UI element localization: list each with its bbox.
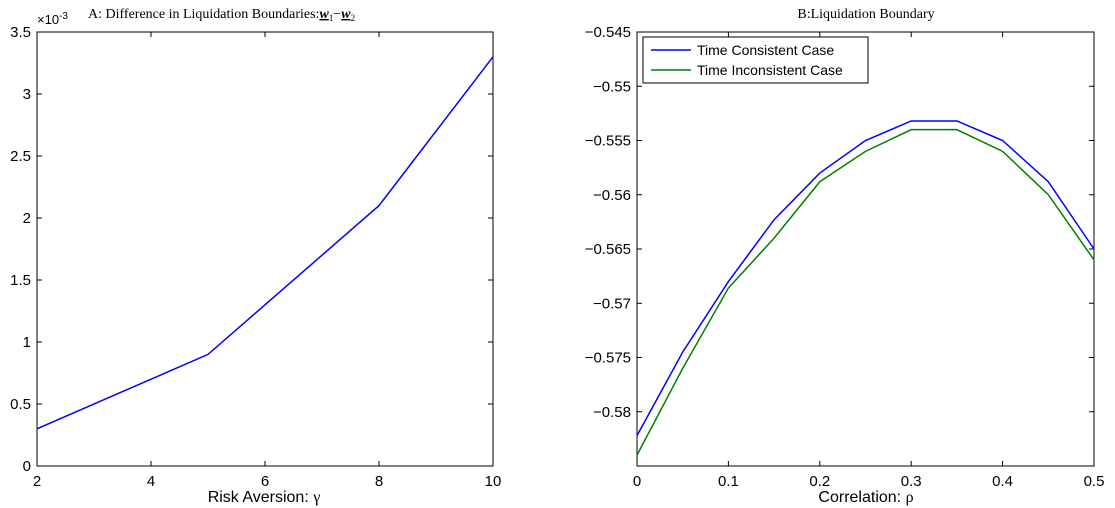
panel-a: A: Difference in Liquidation Boundaries:… bbox=[10, 7, 501, 506]
y-tick-label: −0.57 bbox=[593, 295, 631, 312]
x-tick-label: 10 bbox=[485, 473, 502, 490]
panel-a-title-minus: − bbox=[333, 7, 341, 22]
panel-a-exponent-power: -3 bbox=[59, 11, 68, 22]
panel-b-title: B:Liquidation Boundary bbox=[797, 7, 934, 22]
x-tick-label: 0.1 bbox=[718, 473, 739, 490]
y-tick-label: 0.5 bbox=[10, 396, 31, 413]
panel-a-axes-frame bbox=[37, 32, 493, 466]
panel-b-axes-frame bbox=[637, 32, 1094, 466]
legend-label-time-inconsistent: Time Inconsistent Case bbox=[697, 62, 843, 78]
x-tick-label: 0.4 bbox=[992, 473, 1013, 490]
series-line-1 bbox=[37, 57, 493, 429]
x-tick-label: 0 bbox=[633, 473, 641, 490]
panel-a-title-text: A: Difference in Liquidation Boundaries: bbox=[88, 7, 319, 22]
x-tick-label: 6 bbox=[261, 473, 269, 490]
panel-a-exponent-base: ×10 bbox=[37, 12, 59, 27]
y-tick-label: −0.545 bbox=[585, 24, 631, 41]
y-tick-label: 3 bbox=[23, 86, 31, 103]
y-tick-label: −0.56 bbox=[593, 187, 631, 204]
y-tick-label: 1 bbox=[23, 334, 31, 351]
y-tick-label: 0 bbox=[23, 458, 31, 475]
panel-a-exponent: ×10-3 bbox=[37, 11, 68, 27]
y-tick-label: 2.5 bbox=[10, 148, 31, 165]
panel-a-title: A: Difference in Liquidation Boundaries:… bbox=[88, 7, 355, 23]
y-tick-label: −0.565 bbox=[585, 241, 631, 258]
x-tick-label: 8 bbox=[375, 473, 383, 490]
y-tick-label: −0.58 bbox=[593, 404, 631, 421]
panel-b-legend: Time Consistent Case Time Inconsistent C… bbox=[643, 37, 868, 83]
panel-a-plot: 2 4 6 8 10 0 0.5 1 1.5 2 2.5 3 3.5 bbox=[10, 24, 501, 490]
panel-a-title-w2-sub: 2 bbox=[351, 13, 356, 23]
y-tick-label: −0.555 bbox=[585, 133, 631, 150]
y-tick-label: −0.55 bbox=[593, 78, 631, 95]
x-tick-label: 2 bbox=[33, 473, 41, 490]
panel-b-x-label-text: Correlation: bbox=[818, 489, 905, 506]
legend-label-time-consistent: Time Consistent Case bbox=[697, 42, 834, 58]
y-tick-label: −0.575 bbox=[585, 350, 631, 367]
panel-b: B:Liquidation Boundary 0 0.1 0.2 0.3 0.4 0.5 −… bbox=[585, 7, 1105, 506]
panel-a-x-label-symbol: γ bbox=[312, 489, 320, 506]
series-line-2 bbox=[637, 130, 1094, 456]
panel-a-x-label: Risk Aversion: γ bbox=[208, 489, 321, 506]
series-line-1 bbox=[637, 121, 1094, 436]
panel-b-x-label-symbol: ρ bbox=[906, 489, 914, 506]
x-tick-label: 0.3 bbox=[901, 473, 922, 490]
panel-a-x-label-text: Risk Aversion: bbox=[208, 489, 314, 506]
x-tick-label: 0.5 bbox=[1084, 473, 1105, 490]
panel-b-plot: 0 0.1 0.2 0.3 0.4 0.5 −0.545 −0.55 −0.555 −0.56 −0… bbox=[585, 24, 1105, 490]
y-tick-label: 3.5 bbox=[10, 24, 31, 41]
x-tick-label: 0.2 bbox=[809, 473, 830, 490]
y-tick-label: 2 bbox=[23, 210, 31, 227]
y-tick-label: 1.5 bbox=[10, 272, 31, 289]
x-tick-label: 4 bbox=[147, 473, 155, 490]
panel-b-x-label: Correlation: ρ bbox=[818, 489, 913, 506]
